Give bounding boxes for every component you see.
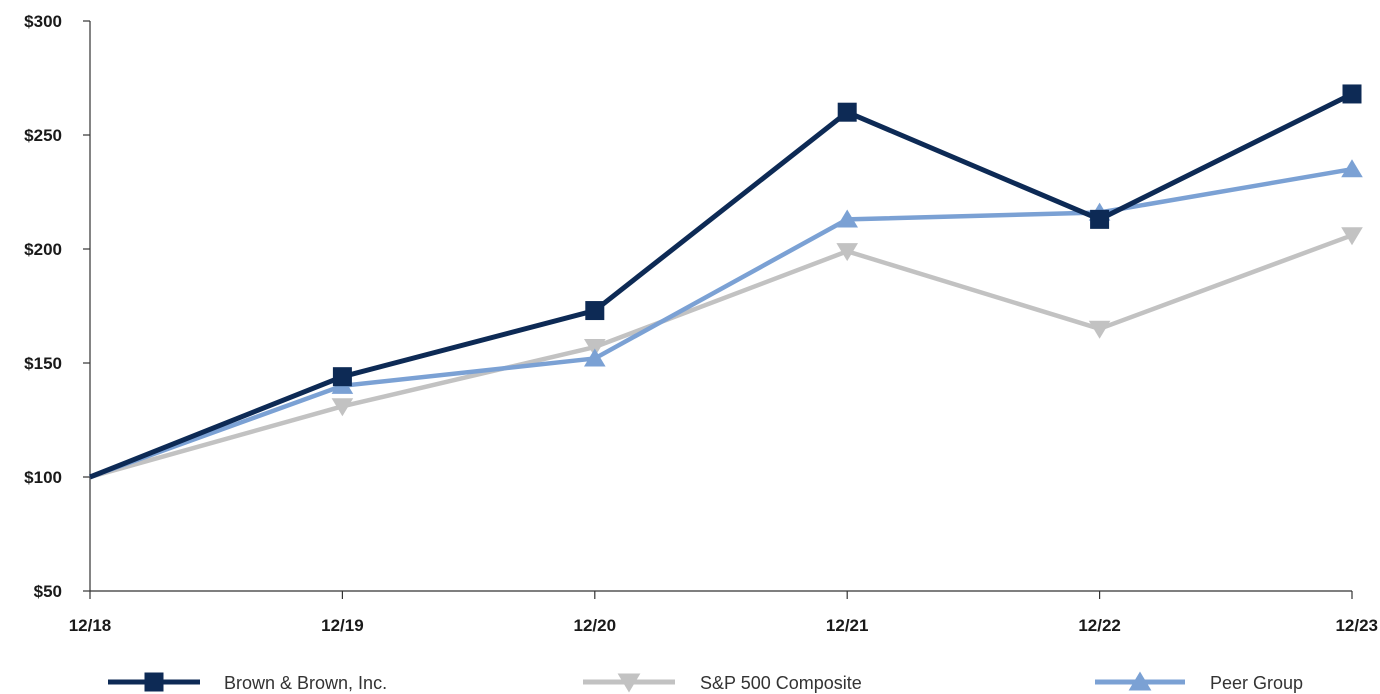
legend-item: Brown & Brown, Inc. — [108, 672, 387, 693]
y-tick-label: $200 — [24, 240, 62, 259]
data-point — [332, 367, 352, 387]
data-point — [836, 209, 858, 228]
x-tick-label: 12/23 — [1335, 616, 1378, 635]
series-layer — [89, 84, 1363, 480]
legend: Brown & Brown, Inc. S&P 500 Composite Peer… — [108, 671, 1303, 693]
series-brown-brown-inc — [89, 84, 1362, 480]
y-tick-label: $100 — [24, 468, 62, 487]
data-point — [584, 348, 606, 367]
legend-label: S&P 500 Composite — [700, 673, 862, 693]
legend-label: Brown & Brown, Inc. — [224, 673, 387, 693]
data-point — [331, 398, 354, 417]
x-axis-ticks: 12/18 12/19 12/20 12/21 12/22 12/23 — [69, 591, 1378, 635]
x-tick-label: 12/20 — [574, 616, 617, 635]
x-tick-label: 12/21 — [826, 616, 869, 635]
data-point — [1342, 84, 1362, 104]
legend-item: Peer Group — [1095, 671, 1303, 693]
series-s-p-500-composite — [89, 227, 1363, 480]
data-point — [585, 301, 605, 321]
y-tick-label: $250 — [24, 126, 62, 145]
series-line — [89, 166, 1353, 480]
y-tick-label: $300 — [24, 12, 62, 31]
legend-marker — [1128, 671, 1152, 691]
legend-label: Peer Group — [1210, 673, 1303, 693]
data-point — [584, 338, 606, 357]
y-tick-label: $50 — [34, 582, 62, 601]
y-tick-label: $150 — [24, 354, 62, 373]
series-line — [89, 233, 1353, 480]
legend-item: S&P 500 Composite — [583, 673, 862, 693]
series-line — [89, 91, 1354, 480]
x-tick-label: 12/22 — [1078, 616, 1121, 635]
data-point — [837, 102, 857, 122]
data-point — [1088, 320, 1111, 339]
data-point — [1090, 209, 1110, 229]
legend-marker — [617, 673, 641, 693]
y-axis-ticks: $50 $100 $150 $200 $250 $300 — [24, 12, 90, 601]
data-point — [1341, 227, 1363, 246]
x-tick-label: 12/19 — [321, 616, 364, 635]
data-point — [1341, 159, 1363, 178]
x-tick-label: 12/18 — [69, 616, 112, 635]
legend-marker — [144, 672, 164, 692]
data-point — [836, 243, 858, 262]
axes — [89, 21, 1352, 592]
